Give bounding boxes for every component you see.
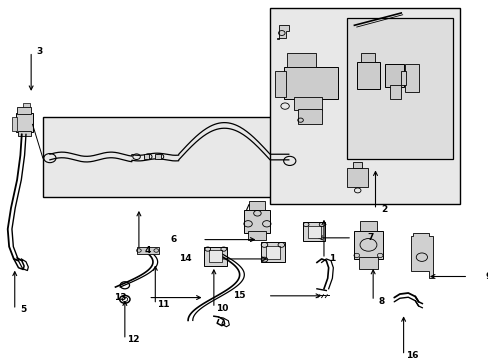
- Text: 7: 7: [367, 233, 373, 242]
- Text: 15: 15: [233, 291, 245, 300]
- Text: 4: 4: [144, 246, 150, 255]
- Text: 3: 3: [37, 47, 42, 56]
- Bar: [16, 113, 33, 132]
- Text: 9: 9: [485, 272, 488, 281]
- Text: 5: 5: [20, 305, 26, 314]
- Text: 13: 13: [114, 293, 126, 302]
- Bar: [155, 154, 161, 159]
- Bar: [265, 246, 279, 258]
- Polygon shape: [277, 25, 288, 39]
- Bar: [404, 64, 418, 92]
- Bar: [356, 62, 379, 89]
- Bar: [12, 117, 17, 131]
- Bar: [209, 250, 222, 262]
- Bar: [244, 210, 269, 233]
- Bar: [274, 71, 286, 97]
- Bar: [204, 247, 226, 266]
- Bar: [293, 97, 321, 109]
- Bar: [248, 201, 265, 210]
- Bar: [269, 8, 459, 204]
- Bar: [302, 222, 325, 241]
- Text: 6: 6: [171, 235, 177, 244]
- Bar: [346, 18, 452, 159]
- Bar: [384, 64, 403, 87]
- Text: 14: 14: [179, 255, 192, 264]
- Bar: [284, 67, 337, 99]
- Bar: [298, 109, 321, 124]
- Text: 1: 1: [328, 255, 335, 264]
- Bar: [354, 231, 382, 259]
- Bar: [260, 242, 285, 262]
- Bar: [352, 162, 362, 168]
- Bar: [19, 131, 31, 136]
- Polygon shape: [410, 233, 432, 278]
- Bar: [136, 247, 159, 254]
- Text: 2: 2: [380, 205, 386, 214]
- Text: 16: 16: [405, 351, 417, 360]
- Bar: [17, 107, 31, 114]
- Bar: [358, 257, 377, 270]
- Bar: [307, 226, 320, 238]
- Bar: [359, 221, 376, 231]
- Bar: [346, 168, 368, 187]
- Bar: [389, 85, 401, 99]
- Text: 8: 8: [378, 297, 384, 306]
- Bar: [247, 231, 265, 240]
- Text: 11: 11: [157, 300, 170, 309]
- Bar: [23, 103, 30, 107]
- Bar: [287, 53, 315, 67]
- Bar: [43, 117, 290, 197]
- Bar: [361, 53, 375, 62]
- Bar: [401, 71, 405, 85]
- Text: 12: 12: [127, 335, 139, 344]
- Text: 10: 10: [216, 303, 228, 312]
- Bar: [143, 154, 149, 159]
